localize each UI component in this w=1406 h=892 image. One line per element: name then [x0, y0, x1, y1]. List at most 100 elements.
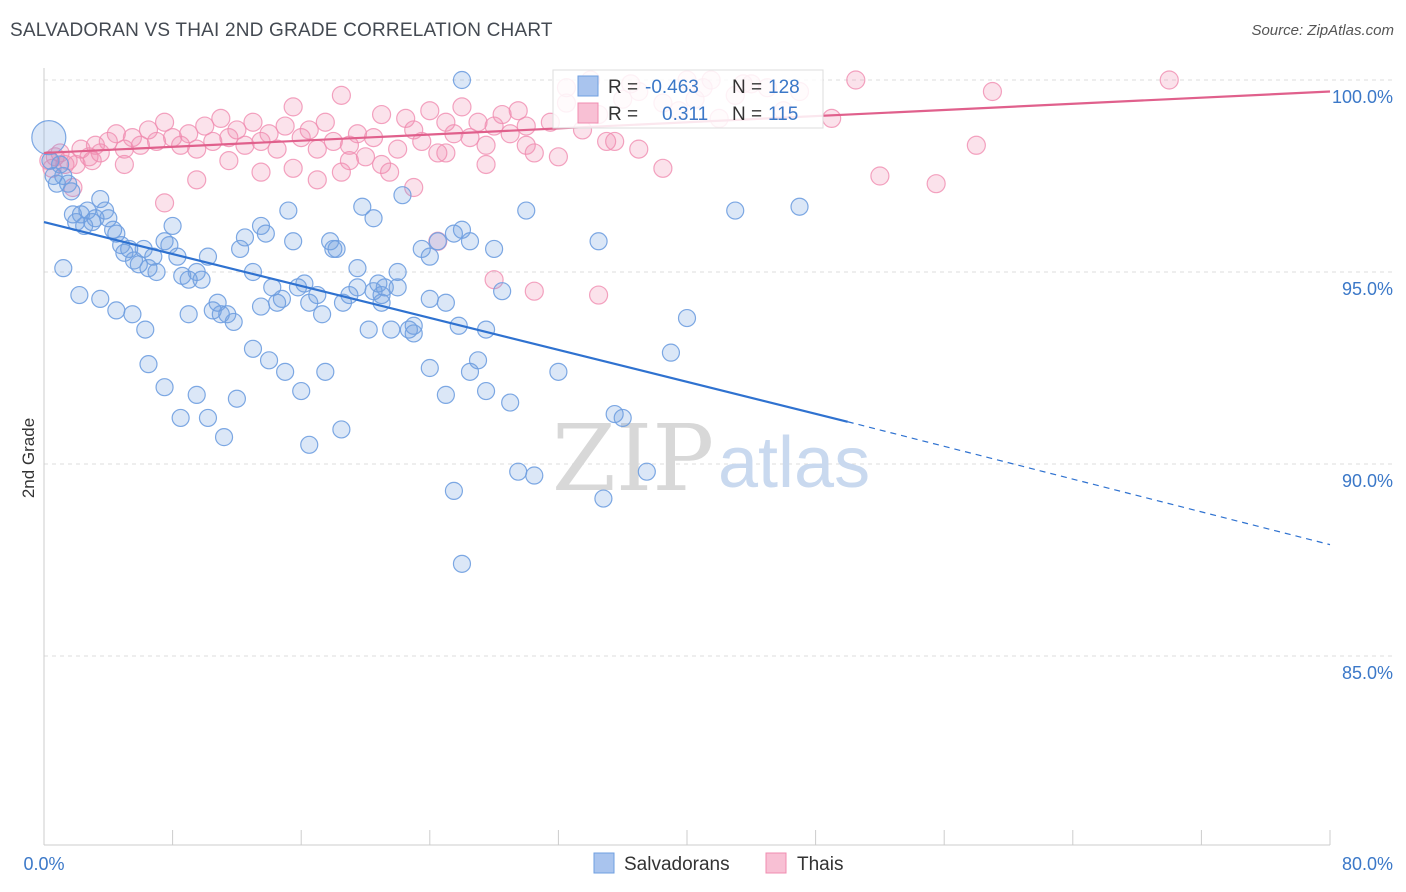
bottom-legend-thais: Thais	[797, 854, 843, 875]
salvadoran-point-121	[661, 343, 681, 362]
salvadoran-trend-line	[43, 221, 849, 423]
thai-point-94	[251, 162, 271, 182]
salvadoran-point-70	[393, 186, 412, 205]
thai-point-29	[243, 112, 263, 132]
thai-point-87	[1159, 70, 1179, 90]
salvadoran-point-83	[107, 301, 126, 320]
y-tick-label-1: 95.0%	[1342, 279, 1393, 299]
salvadoran-point-79	[460, 232, 480, 251]
salvadoran-point-122	[677, 308, 697, 328]
salvadoran-point-125	[444, 481, 464, 500]
salvadoran-point-99	[348, 278, 367, 297]
salvadoran-point-109	[485, 239, 504, 259]
salvadoran-point-87	[171, 408, 190, 428]
thai-point-17	[146, 131, 167, 152]
thai-point-38	[315, 112, 335, 132]
legend-r-label-1: R =	[608, 77, 638, 98]
salvadoran-point-91	[227, 389, 246, 408]
salvadoran-point-85	[139, 355, 158, 374]
x-tick-labels: 0.0% 80.0%	[23, 854, 1393, 874]
salvadoran-point-75	[428, 232, 447, 251]
legend-r-value-1: -0.463	[645, 77, 699, 98]
bottom-legend-swatch-salvadorans	[593, 852, 615, 874]
salvadoran-point-129	[179, 305, 198, 324]
salvadoran-point-107	[468, 351, 488, 370]
salvadoran-point-116	[589, 232, 608, 251]
salvadoran-point-57	[312, 305, 332, 324]
salvadoran-trend-line-dashed	[847, 421, 1331, 546]
salvadoran-point-52	[284, 232, 303, 251]
thai-point-10	[90, 143, 110, 163]
salvadoran-point-0	[31, 120, 67, 156]
legend-swatch-thais	[577, 102, 599, 124]
salvadoran-point-112	[509, 462, 528, 481]
y-axis-label: 2nd Grade	[19, 418, 38, 498]
salvadoran-point-108	[476, 381, 496, 401]
salvadoran-point-132	[372, 293, 391, 312]
thai-point-26	[219, 128, 239, 148]
grid-lines	[44, 79, 1392, 657]
thai-point-27	[227, 120, 247, 140]
salvadoran-point-69	[388, 262, 407, 282]
thai-point-104	[597, 131, 617, 152]
salvadoran-point-50	[272, 289, 292, 308]
chart-title: SALVADORAN VS THAI 2ND GRADE CORRELATION…	[10, 20, 553, 41]
thai-point-52	[428, 143, 448, 163]
thai-point-23	[195, 116, 215, 136]
y-tick-label-0: 100.0%	[1332, 87, 1393, 107]
salvadoran-point-128	[136, 320, 155, 339]
chart-source: Source: ZipAtlas.com	[1251, 22, 1394, 39]
salvadoran-point-130	[251, 297, 271, 316]
thai-point-48	[396, 108, 416, 129]
salvadoran-point-65	[364, 209, 383, 228]
salvadoran-point-14	[86, 209, 105, 228]
salvadoran-point-15	[91, 189, 110, 209]
salvadoran-point-126	[452, 554, 472, 573]
salvadoran-point-63	[353, 197, 372, 216]
salvadoran-point-89	[198, 408, 218, 428]
legend-n-value-1: 128	[768, 77, 800, 98]
thai-point-69	[605, 131, 625, 152]
salvadoran-point-131	[324, 239, 343, 259]
salvadoran-point-82	[91, 289, 110, 308]
x-tick-label-0: 0.0%	[23, 854, 64, 874]
x-tick-label-1: 80.0%	[1342, 854, 1393, 874]
thai-point-45	[371, 104, 392, 125]
salvadoran-point-94	[276, 362, 295, 381]
thai-point-24	[203, 131, 223, 152]
thai-point-61	[500, 124, 520, 144]
salvadoran-point-111	[501, 393, 520, 412]
salvadoran-point-36	[192, 270, 211, 289]
axes	[43, 68, 1331, 846]
thai-point-22	[187, 139, 207, 159]
thai-point-90	[114, 154, 134, 175]
salvadoran-point-123	[726, 201, 745, 220]
salvadoran-point-110	[493, 282, 512, 301]
salvadoran-point-51	[279, 201, 298, 220]
salvadoran-point-120	[637, 462, 656, 481]
thai-point-7	[71, 139, 91, 159]
thai-point-103	[548, 147, 569, 167]
thai-point-51	[420, 101, 440, 121]
legend-n-label-2: N =	[732, 104, 762, 125]
thai-point-40	[331, 85, 351, 105]
salvadoran-point-98	[332, 420, 351, 439]
legend-r-value-2: 0.311	[662, 104, 708, 125]
salvadoran-point-93	[259, 351, 279, 370]
salvadoran-point-4	[50, 155, 70, 174]
thai-point-58	[476, 135, 496, 155]
salvadoran-point-84	[123, 305, 142, 324]
salvadoran-point-113	[517, 201, 536, 220]
salvadoran-point-92	[243, 339, 263, 358]
salvadoran-point-90	[214, 428, 234, 447]
thai-point-21	[179, 124, 199, 144]
salvadoran-point-19	[107, 224, 126, 243]
thai-point-97	[339, 151, 360, 171]
salvadoran-point-74	[420, 247, 439, 266]
thai-point-53	[436, 112, 456, 132]
salvadoran-point-124	[790, 197, 809, 216]
thai-point-101	[476, 154, 496, 175]
thai-point-25	[211, 108, 231, 129]
thai-point-107	[331, 162, 351, 182]
